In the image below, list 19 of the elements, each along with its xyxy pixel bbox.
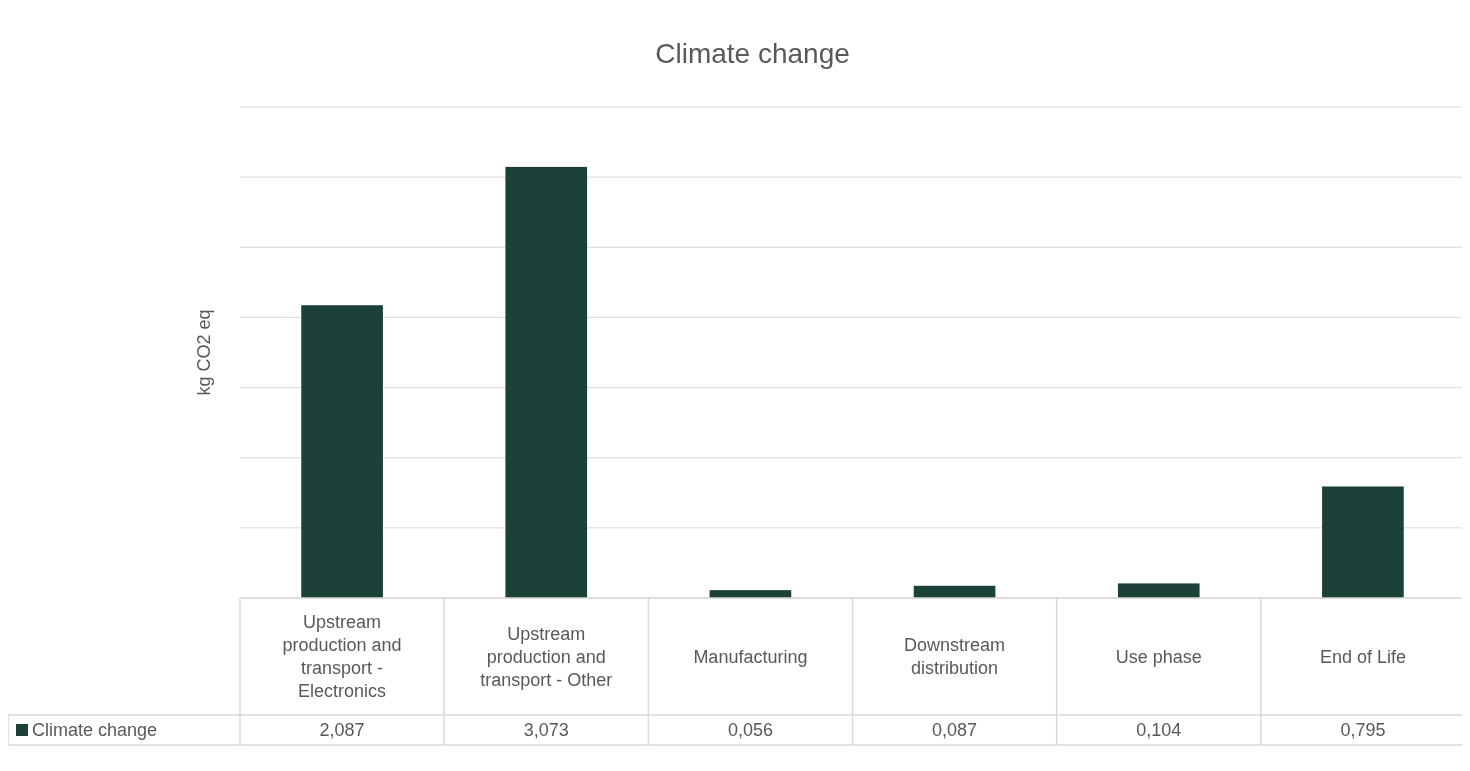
- data-label: 0,087: [932, 720, 978, 741]
- x-tick-label: Manufacturing: [693, 646, 808, 667]
- chart-title: Climate change: [655, 38, 850, 69]
- x-tick-label: Use phase: [1115, 646, 1202, 667]
- x-tick-label: Upstream production and transport - Electronics: [282, 612, 402, 702]
- bar: [301, 305, 383, 598]
- x-tick-label: Downstream distribution: [904, 635, 1006, 679]
- bar: [1117, 583, 1200, 598]
- data-label: 3,073: [523, 720, 569, 741]
- data-label: 2,087: [319, 720, 365, 741]
- legend-label: Climate change: [32, 720, 158, 741]
- data-label: 0,795: [1340, 720, 1386, 741]
- x-tick-label: Upstream production and transport - Other: [480, 623, 613, 690]
- y-axis-title: kg CO2 eq: [194, 309, 214, 396]
- data-label: 0,104: [1136, 720, 1182, 741]
- x-tick-label: End of Life: [1319, 646, 1406, 667]
- bar: [1322, 486, 1404, 598]
- data-label: 0,056: [727, 720, 773, 741]
- bar: [505, 166, 588, 598]
